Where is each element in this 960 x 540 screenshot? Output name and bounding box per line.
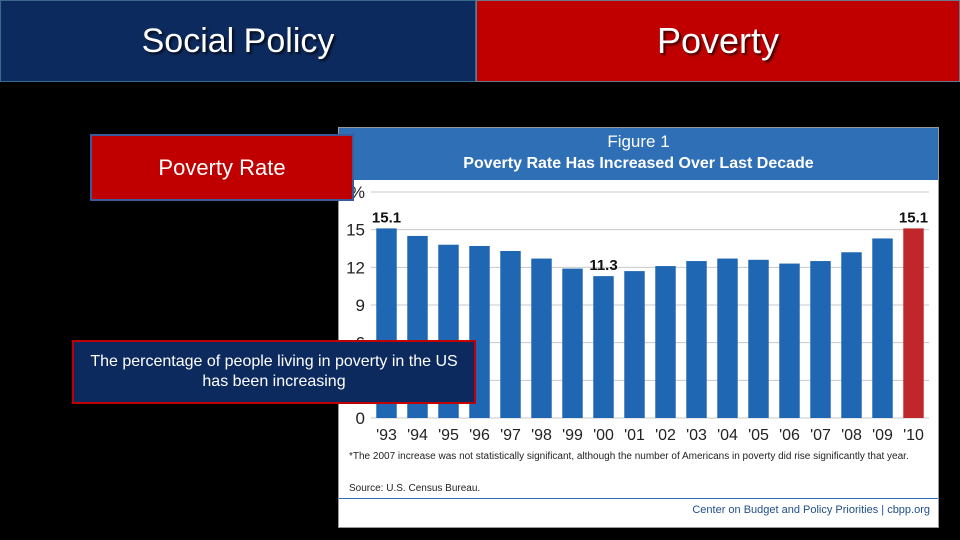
bar bbox=[717, 258, 738, 418]
poverty-title: Poverty bbox=[656, 20, 780, 61]
bar bbox=[562, 268, 583, 418]
figure-source: Source: U.S. Census Bureau. bbox=[349, 483, 481, 494]
bar bbox=[655, 266, 676, 418]
x-tick-label: '05 bbox=[748, 427, 769, 444]
bar bbox=[903, 228, 924, 418]
x-tick-label: '06 bbox=[779, 427, 800, 444]
y-tick-label: 0 bbox=[356, 409, 365, 428]
y-tick-label: 12 bbox=[346, 258, 365, 277]
chart-title: Poverty Rate Has Increased Over Last Dec… bbox=[463, 155, 814, 172]
figure-number: Figure 1 bbox=[607, 132, 670, 151]
bar bbox=[500, 251, 521, 418]
x-tick-label: '09 bbox=[872, 427, 893, 444]
poverty-rate-label: Poverty Rate bbox=[158, 154, 286, 180]
x-tick-label: '99 bbox=[562, 427, 583, 444]
x-tick-label: '07 bbox=[810, 427, 831, 444]
x-tick-label: '03 bbox=[686, 427, 707, 444]
figure-divider bbox=[339, 498, 938, 499]
x-tick-label: '04 bbox=[717, 427, 738, 444]
x-tick-label: '93 bbox=[376, 427, 397, 444]
bar bbox=[872, 238, 893, 418]
x-tick-label: '96 bbox=[469, 427, 490, 444]
bar bbox=[531, 258, 552, 418]
x-tick-label: '10 bbox=[903, 427, 924, 444]
bar bbox=[593, 276, 614, 418]
bar bbox=[779, 263, 800, 418]
figure-credit: Center on Budget and Policy Priorities |… bbox=[692, 504, 930, 516]
x-tick-label: '94 bbox=[407, 427, 428, 444]
poverty-header: Poverty bbox=[476, 0, 960, 82]
data-label: 15.1 bbox=[372, 209, 401, 226]
bar bbox=[748, 259, 769, 418]
x-tick-label: '01 bbox=[624, 427, 645, 444]
poverty-description-text: The percentage of people living in pover… bbox=[90, 353, 458, 390]
data-label: 15.1 bbox=[899, 209, 928, 226]
figure-footnote: *The 2007 increase was not statistically… bbox=[349, 451, 909, 462]
x-tick-label: '97 bbox=[500, 427, 521, 444]
bar bbox=[841, 252, 862, 418]
poverty-figure: Figure 1 Poverty Rate Has Increased Over… bbox=[338, 127, 939, 528]
bar bbox=[810, 261, 831, 418]
x-tick-label: '00 bbox=[593, 427, 614, 444]
poverty-rate-callout: Poverty Rate bbox=[90, 134, 354, 201]
y-tick-label: 15 bbox=[346, 221, 365, 240]
data-label: 11.3 bbox=[589, 257, 617, 274]
figure-header: Figure 1 Poverty Rate Has Increased Over… bbox=[339, 128, 938, 180]
social-policy-header: Social Policy bbox=[0, 0, 476, 82]
x-tick-label: '98 bbox=[531, 427, 552, 444]
bar bbox=[624, 271, 645, 418]
poverty-description-callout: The percentage of people living in pover… bbox=[72, 340, 476, 404]
x-tick-label: '08 bbox=[841, 427, 862, 444]
bar bbox=[686, 261, 707, 418]
poverty-rate-chart: 0369121518%'93'94'95'96'97'98'99'00'01'0… bbox=[339, 183, 929, 444]
x-tick-label: '02 bbox=[655, 427, 676, 444]
social-policy-title: Social Policy bbox=[141, 21, 335, 60]
x-tick-label: '95 bbox=[438, 427, 459, 444]
y-tick-label: 9 bbox=[356, 296, 365, 315]
